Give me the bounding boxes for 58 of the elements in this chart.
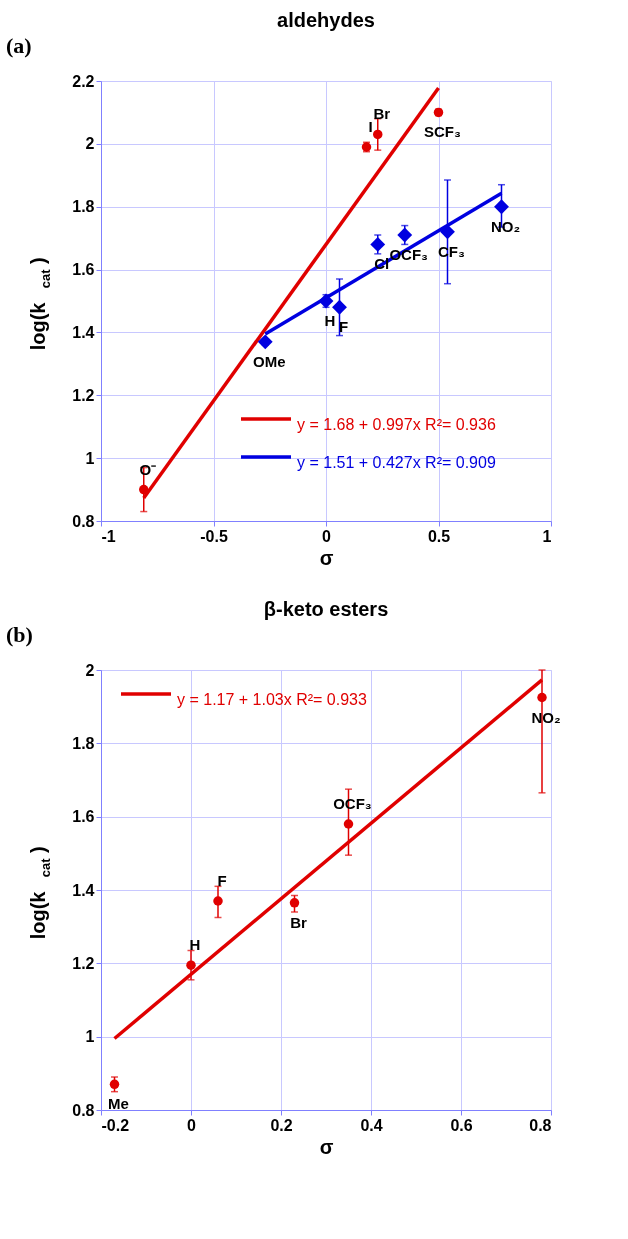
y-tick-label: 1.4 — [72, 323, 95, 341]
annotation: OMe — [252, 352, 286, 370]
legend-label: y = 1.68 + 0.997x R²= 0.936 — [297, 416, 496, 433]
point — [318, 293, 334, 309]
x-tick-label: 1 — [542, 527, 552, 545]
annotation: Br — [290, 913, 307, 931]
chart-title: β-keto esters — [263, 598, 389, 620]
y-tick-label: 1 — [85, 1028, 95, 1046]
point — [397, 227, 413, 243]
x-tick-label: -0.5 — [200, 527, 228, 545]
x-tick-label: 0.8 — [529, 1116, 552, 1134]
y-tick-label: 2.2 — [72, 72, 95, 90]
point — [440, 224, 455, 240]
y-axis-title: log(kcat) — [27, 846, 53, 940]
x-tick-label: -0.2 — [101, 1116, 130, 1134]
x-tick-label: 0.4 — [360, 1116, 383, 1134]
y-tick-label: 1.4 — [72, 881, 95, 899]
annotation: F — [217, 872, 227, 889]
point — [373, 129, 383, 140]
text: (b) — [6, 622, 33, 647]
point — [257, 334, 273, 350]
annotation: O⁻ — [139, 460, 157, 478]
x-axis-title: σ — [319, 1135, 334, 1158]
x-tick-label: 0.2 — [270, 1116, 293, 1134]
y-axis-title: log(kcat) — [27, 257, 53, 351]
y-tick-label: 0.8 — [72, 512, 95, 530]
legend-label: y = 1.17 + 1.03x R²= 0.933 — [177, 691, 368, 708]
point — [332, 299, 347, 315]
point — [370, 237, 386, 252]
annotation: Me — [108, 1095, 129, 1113]
annotation: H — [189, 936, 201, 954]
x-tick-label: 0 — [322, 527, 332, 545]
y-tick-label: 1.2 — [72, 954, 95, 972]
y-tick-label: 1.6 — [72, 808, 95, 826]
point — [494, 199, 509, 215]
x-tick-label: -1 — [101, 527, 116, 545]
point — [139, 484, 149, 495]
text: (a) — [6, 33, 32, 58]
y-tick-label: 0.8 — [72, 1101, 95, 1119]
chart-title: aldehydes — [277, 9, 375, 31]
annotation: F — [338, 318, 349, 336]
y-tick-label: 2 — [85, 661, 95, 679]
y-tick-label: 2 — [85, 135, 95, 153]
y-tick-label: 1.8 — [72, 198, 95, 216]
y-tick-label: 1.8 — [72, 734, 95, 752]
x-tick-label: 0 — [187, 1116, 197, 1134]
annotation: SCF₃ — [424, 123, 462, 141]
x-tick-label: 0.6 — [450, 1116, 473, 1134]
x-axis-title: σ — [319, 546, 334, 569]
y-tick-label: 1.6 — [72, 261, 95, 279]
legend-label: y = 1.51 + 0.427x R²= 0.909 — [297, 454, 496, 471]
annotation: H — [324, 312, 336, 329]
y-tick-label: 1.2 — [72, 386, 95, 404]
x-tick-label: 0.5 — [427, 527, 451, 545]
annotation: NO₂ — [490, 217, 521, 235]
annotation: I — [368, 118, 373, 135]
annotation: Br — [373, 105, 391, 123]
y-tick-label: 1 — [85, 449, 95, 467]
